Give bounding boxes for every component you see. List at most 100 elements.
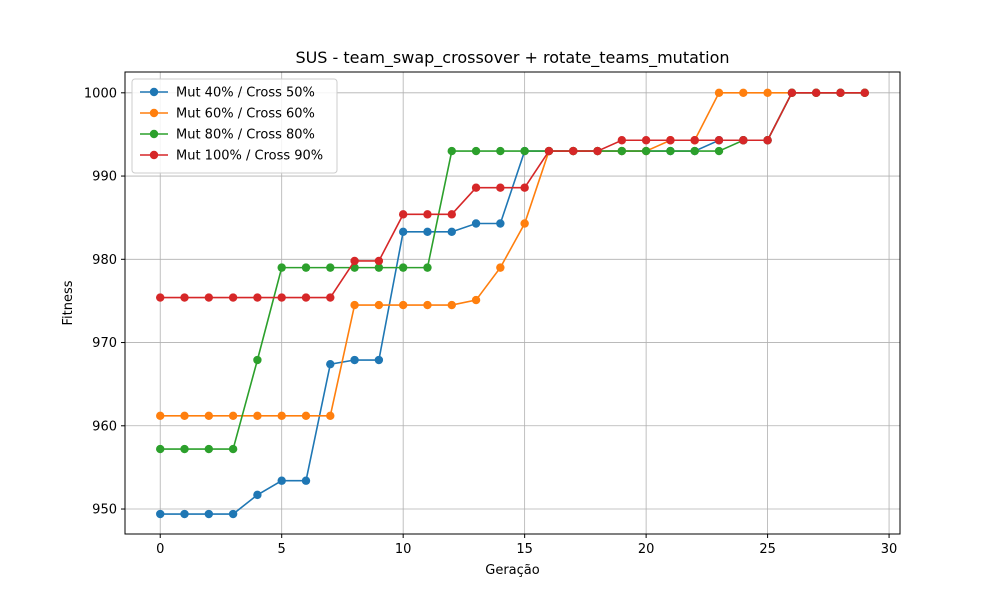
data-point-series-4 <box>496 183 505 192</box>
data-point-series-2 <box>277 411 286 420</box>
y-tick-label: 960 <box>92 419 117 434</box>
x-tick-label: 5 <box>278 542 286 557</box>
data-point-series-2 <box>714 88 724 98</box>
data-point-series-4 <box>739 136 748 145</box>
data-point-series-1 <box>156 509 165 519</box>
legend-entry-label: Mut 80% / Cross 80% <box>176 128 315 143</box>
data-point-series-4 <box>569 146 578 156</box>
legend-entry-label: Mut 60% / Cross 60% <box>176 107 315 122</box>
legend-entry-label: Mut 100% / Cross 90% <box>176 149 323 164</box>
data-point-series-1 <box>301 476 311 485</box>
data-point-series-2 <box>374 300 384 310</box>
x-tick-label: 0 <box>156 542 164 557</box>
data-point-series-4 <box>180 293 189 302</box>
x-tick-label: 20 <box>638 542 655 557</box>
data-point-series-4 <box>156 293 165 302</box>
y-tick-label: 970 <box>92 336 117 351</box>
x-tick-label: 30 <box>881 542 898 557</box>
legend-box <box>131 78 338 174</box>
data-point-series-1 <box>496 219 505 228</box>
plot-area <box>156 88 869 519</box>
legend-swatch-marker <box>149 150 159 160</box>
data-point-series-1 <box>423 227 432 237</box>
data-point-series-3 <box>204 444 214 454</box>
data-point-series-4 <box>593 146 602 156</box>
data-point-series-2 <box>326 411 335 420</box>
data-point-series-1 <box>447 227 456 237</box>
data-point-series-3 <box>447 146 456 156</box>
data-point-series-4 <box>641 136 651 145</box>
data-point-series-3 <box>156 444 165 454</box>
data-point-series-3 <box>253 355 262 365</box>
data-point-series-3 <box>617 146 627 156</box>
data-point-series-4 <box>811 88 821 98</box>
data-point-series-1 <box>326 359 335 369</box>
data-point-series-3 <box>496 146 505 156</box>
data-point-series-2 <box>180 411 189 420</box>
data-point-series-3 <box>277 263 286 272</box>
legend-swatch-marker <box>149 129 159 139</box>
data-point-series-3 <box>423 263 432 272</box>
data-point-series-2 <box>520 219 529 228</box>
x-axis: 0 5 10 15 20 25 30 <box>156 534 897 557</box>
y-tick-label: 990 <box>92 170 117 185</box>
data-point-series-4 <box>204 293 214 302</box>
plot-frame <box>124 71 901 535</box>
y-axis-label: Fitness <box>61 280 76 325</box>
data-point-series-2 <box>398 300 408 310</box>
data-point-series-4 <box>763 136 772 145</box>
data-point-series-3 <box>374 263 384 272</box>
data-point-series-3 <box>641 146 651 156</box>
y-tick-label: 980 <box>92 253 117 268</box>
data-point-series-1 <box>228 509 238 519</box>
data-point-series-1 <box>253 490 262 500</box>
data-point-series-4 <box>714 136 724 145</box>
data-point-series-3 <box>180 444 189 454</box>
data-point-series-2 <box>228 411 238 420</box>
data-point-series-1 <box>398 227 408 237</box>
data-point-series-4 <box>836 88 845 98</box>
data-point-series-4 <box>666 136 675 145</box>
data-point-series-2 <box>204 411 214 420</box>
data-point-series-2 <box>253 411 262 420</box>
data-point-series-4 <box>544 146 554 156</box>
data-point-series-1 <box>471 219 481 228</box>
data-point-series-3 <box>690 146 699 156</box>
x-axis-label: Geração <box>485 563 539 578</box>
data-point-series-1 <box>204 509 214 519</box>
data-point-series-3 <box>714 146 724 156</box>
data-point-series-4 <box>350 256 359 266</box>
y-axis: 950 960 970 980 990 1000 <box>84 86 125 518</box>
data-point-series-4 <box>520 183 529 192</box>
data-point-series-4 <box>398 210 408 219</box>
data-point-series-1 <box>350 355 359 365</box>
data-point-series-4 <box>860 88 869 98</box>
chart-title: SUS - team_swap_crossover + rotate_teams… <box>295 48 729 68</box>
data-point-series-3 <box>471 146 481 156</box>
x-tick-label: 25 <box>759 542 776 557</box>
data-point-series-4 <box>228 293 238 302</box>
data-point-series-3 <box>666 146 675 156</box>
x-tick-label: 10 <box>395 542 412 557</box>
data-point-series-2 <box>447 300 456 310</box>
y-tick-label: 950 <box>92 503 117 518</box>
data-point-series-2 <box>471 295 481 305</box>
legend-swatch-marker <box>149 108 159 118</box>
data-point-series-2 <box>350 300 359 310</box>
data-point-series-2 <box>423 300 432 310</box>
data-point-series-2 <box>739 88 748 98</box>
data-point-series-2 <box>156 411 165 420</box>
data-point-series-2 <box>496 263 505 272</box>
data-point-series-2 <box>301 411 311 420</box>
data-point-series-4 <box>326 293 335 302</box>
legend-swatch-marker <box>149 87 159 97</box>
data-point-series-4 <box>374 256 384 266</box>
data-point-series-4 <box>253 293 262 302</box>
y-tick-label: 1000 <box>84 86 117 101</box>
legend-entry-label: Mut 40% / Cross 50% <box>176 86 315 101</box>
data-point-series-1 <box>180 509 189 519</box>
data-point-series-1 <box>277 476 286 485</box>
data-point-series-2 <box>763 88 772 98</box>
data-point-series-1 <box>374 355 384 365</box>
data-point-series-4 <box>617 136 627 145</box>
